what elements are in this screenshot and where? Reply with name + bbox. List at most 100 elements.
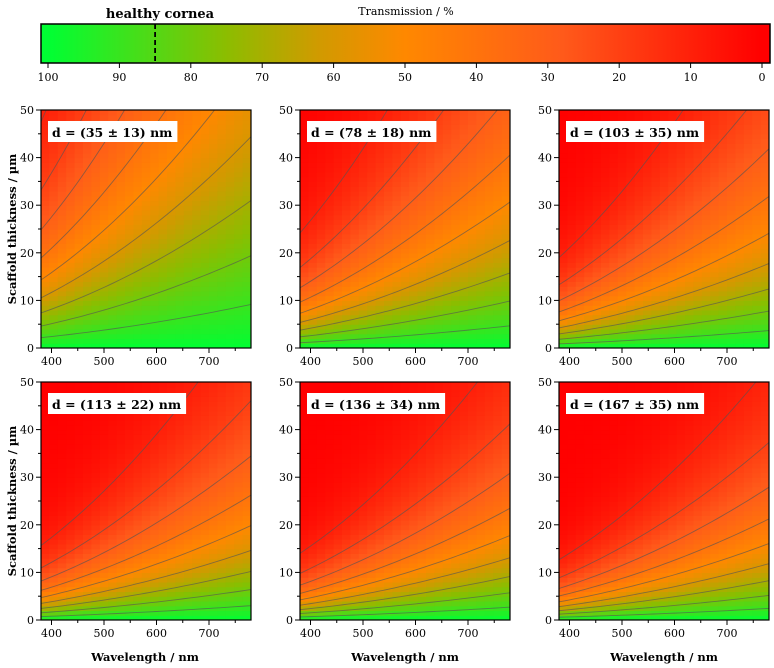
heatmap-cell xyxy=(183,333,193,340)
heatmap-cell xyxy=(99,171,109,178)
contour-line xyxy=(41,110,216,281)
heatmap-cell xyxy=(183,133,193,140)
heatmap-cell xyxy=(74,267,84,273)
heatmap-cell xyxy=(592,214,602,221)
heatmap-cell xyxy=(743,319,753,325)
heatmap-cell xyxy=(609,290,619,297)
heatmap-cell xyxy=(183,181,193,187)
heatmap-cell xyxy=(358,224,368,230)
heatmap-cell xyxy=(99,420,109,426)
heatmap-cell xyxy=(316,143,326,149)
heatmap-cell xyxy=(192,124,202,130)
heatmap-cell xyxy=(735,305,745,311)
heatmap-cell xyxy=(125,524,134,531)
heatmap-cell xyxy=(125,434,134,440)
heatmap-cell xyxy=(200,491,210,497)
heatmap-cell xyxy=(116,152,126,159)
heatmap-cell xyxy=(493,309,503,316)
heatmap-cell xyxy=(651,257,661,263)
heatmap-cell xyxy=(493,186,503,192)
heatmap-cell xyxy=(559,214,568,221)
heatmap-cell xyxy=(701,290,711,297)
heatmap-cell xyxy=(710,205,720,211)
heatmap-cell xyxy=(200,238,210,244)
heatmap-cell xyxy=(217,524,227,531)
heatmap-cell xyxy=(476,300,486,306)
heatmap-cell xyxy=(125,520,134,526)
y-tick-label: 10 xyxy=(20,294,34,307)
heatmap-cell xyxy=(225,195,235,202)
heatmap-cell xyxy=(567,286,577,292)
heatmap-cell xyxy=(192,324,202,330)
heatmap-cell xyxy=(41,401,50,407)
heatmap-cell xyxy=(183,186,193,192)
heatmap-cell xyxy=(66,171,76,178)
heatmap-cell xyxy=(358,343,368,348)
heatmap-cell xyxy=(158,314,168,321)
heatmap-cell xyxy=(66,586,76,593)
heatmap-cell xyxy=(701,248,711,254)
heatmap-cell xyxy=(476,319,486,325)
heatmap-cell xyxy=(375,171,385,178)
heatmap-cell xyxy=(217,338,227,344)
heatmap-cell xyxy=(442,309,452,316)
heatmap-cell xyxy=(417,224,427,230)
heatmap-cell xyxy=(125,252,134,259)
heatmap-cell xyxy=(116,314,126,321)
heatmap-cell xyxy=(175,443,185,450)
heatmap-cell xyxy=(426,143,435,149)
heatmap-cell xyxy=(727,328,736,335)
heatmap-cell xyxy=(659,176,669,182)
heatmap-cell xyxy=(209,610,218,616)
heatmap-cell xyxy=(752,190,762,197)
heatmap-cell xyxy=(659,224,669,230)
heatmap-cell xyxy=(300,171,309,178)
heatmap-cell xyxy=(718,333,728,340)
heatmap-cell xyxy=(242,343,251,348)
heatmap-cell xyxy=(83,420,92,426)
heatmap-cell xyxy=(685,295,694,301)
heatmap-cell xyxy=(91,148,101,154)
heatmap-cell xyxy=(167,233,176,240)
heatmap-cell xyxy=(409,143,419,149)
heatmap-cell xyxy=(116,434,126,440)
heatmap-cell xyxy=(49,214,59,221)
heatmap-cell xyxy=(209,129,218,135)
heatmap-cell xyxy=(183,548,193,554)
heatmap-cell xyxy=(718,309,728,316)
heatmap-cell xyxy=(592,243,602,249)
heatmap-cell xyxy=(367,200,377,206)
heatmap-cell xyxy=(183,581,193,588)
heatmap-cell xyxy=(217,600,227,607)
heatmap-cell xyxy=(584,290,594,297)
heatmap-cell xyxy=(57,167,67,173)
heatmap-cell xyxy=(685,176,694,182)
heatmap-cell xyxy=(501,181,510,187)
heatmap-cell xyxy=(685,319,694,325)
heatmap-cell xyxy=(141,286,151,292)
heatmap-cell xyxy=(234,233,244,240)
heatmap-cell xyxy=(209,439,218,445)
heatmap-cell xyxy=(358,219,368,225)
heatmap-cell xyxy=(116,286,126,292)
heatmap-cell xyxy=(41,309,50,316)
heatmap-cell xyxy=(150,386,160,393)
heatmap-cell xyxy=(91,186,101,192)
heatmap-cell xyxy=(752,319,762,325)
heatmap-cell xyxy=(41,229,50,235)
heatmap-cell xyxy=(476,286,486,292)
heatmap-cell xyxy=(150,510,160,516)
heatmap-cell xyxy=(74,434,84,440)
heatmap-cell xyxy=(133,338,143,344)
heatmap-cell xyxy=(200,572,210,578)
heatmap-cell xyxy=(409,229,419,235)
heatmap-cell xyxy=(358,209,368,216)
heatmap-cell xyxy=(150,143,160,149)
heatmap-cell xyxy=(451,319,461,325)
heatmap-cell xyxy=(350,171,360,178)
heatmap-cell xyxy=(158,558,168,564)
heatmap-cell xyxy=(325,314,335,321)
heatmap-cell xyxy=(601,167,610,173)
heatmap-cell xyxy=(484,252,494,259)
heatmap-cell xyxy=(676,252,686,259)
